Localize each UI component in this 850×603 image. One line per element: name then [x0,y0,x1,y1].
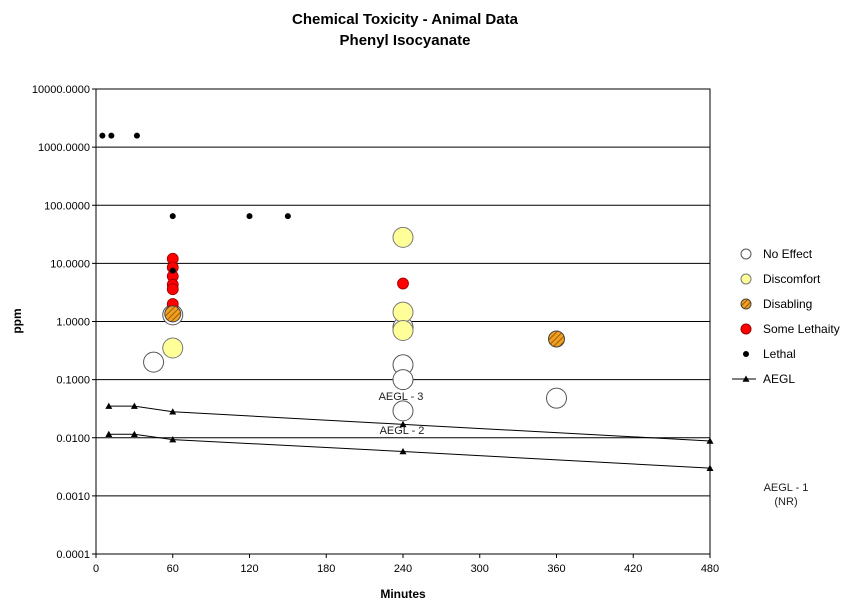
aegl-triangle-marker [130,430,138,438]
data-point-discomfort [392,320,414,342]
legend-marker-aegl [742,375,750,382]
data-point-lethal [99,132,106,139]
legend-marker-some-lethaity [740,323,752,335]
annotation-aegl-3: AEGL - 3 [379,391,424,403]
legend-marker-disabling [740,298,752,310]
annotation-aegl-1: AEGL - 1 [764,482,809,494]
aegl-triangle-marker [399,420,407,428]
data-point-lethal [133,132,140,139]
legend-label-lethal: Lethal [763,347,796,361]
data-point-discomfort [392,226,414,248]
x-tick-label: 480 [701,563,719,575]
y-axis-ticks: 10000.0000 1000.0000 100.0000 10.0000 1.0000… [32,84,96,561]
y-tick-label: 10000.0000 [32,84,90,96]
data-point-lethal [169,213,176,220]
y-tick-label: 10.0000 [50,258,90,270]
aegl-line-aegl-2 [108,433,711,469]
y-tick-label: 1000.0000 [38,142,90,154]
legend-label-discomfort: Discomfort [763,272,821,286]
x-tick-label: 420 [624,563,642,575]
annotation-aegl-2: AEGL - 2 [380,425,425,437]
annotation-aegl-1-nr: (NR) [774,496,797,508]
legend-label-aegl: AEGL [763,372,795,386]
x-tick-label: 180 [317,563,335,575]
x-tick-label: 300 [471,563,489,575]
data-point-no-effect [392,369,414,391]
data-point-no-effect [143,351,165,373]
aegl-triangle-marker [130,402,138,409]
x-tick-label: 240 [394,563,412,575]
y-tick-label: 0.0001 [56,549,90,561]
legend-label-some-lethaity: Some Lethaity [763,322,840,336]
aegl-triangle-marker [169,436,177,443]
y-tick-label: 0.1000 [56,375,90,387]
x-tick-label: 120 [240,563,258,575]
legend-label-no-effect: No Effect [763,247,813,261]
x-tick-label: 60 [167,563,179,575]
x-tick-label: 0 [93,563,99,575]
data-point-some-lethaity [166,283,179,296]
aegl-triangle-marker [399,448,407,455]
data-point-no-effect [546,387,567,409]
x-tick-label: 360 [547,563,565,575]
legend-marker-no-effect [740,248,752,260]
aegl-triangle-marker [706,437,714,444]
legend-label-disabling: Disabling [763,297,812,311]
legend: No Effect Discomfort Disabling Some Lethait… [732,247,840,386]
data-point-lethal [284,213,291,220]
data-point-lethal [108,132,115,139]
legend-marker-lethal [743,351,749,357]
data-point-disabling [548,330,565,348]
aegl-triangle-marker [105,402,113,409]
data-point-lethal [169,267,176,274]
y-tick-label: 0.0100 [56,433,90,445]
x-axis-title: Minutes [380,587,426,601]
y-axis-title: ppm [10,308,24,333]
aegl-triangle-marker [105,430,113,438]
y-tick-label: 100.0000 [44,200,90,212]
x-axis-ticks: 0 60 120 180 240 300 360 420 480 [93,554,719,575]
aegl-triangle-marker [706,464,714,471]
y-tick-label: 1.0000 [56,317,90,329]
data-point-discomfort [162,337,184,359]
chart-subtitle: Phenyl Isocyanate [340,32,471,49]
data-point-discomfort [392,301,414,323]
gridlines [96,146,710,497]
data-point-disabling [164,305,182,323]
data-markers [99,132,567,422]
data-point-some-lethaity [397,277,409,290]
chart-title: Chemical Toxicity - Animal Data [292,11,519,28]
data-point-no-effect [392,400,414,422]
legend-marker-discomfort [740,273,752,285]
y-tick-label: 0.0010 [56,491,90,503]
aegl-triangle-marker [169,408,177,415]
aegl-lines [105,402,714,471]
data-point-lethal [246,213,253,220]
